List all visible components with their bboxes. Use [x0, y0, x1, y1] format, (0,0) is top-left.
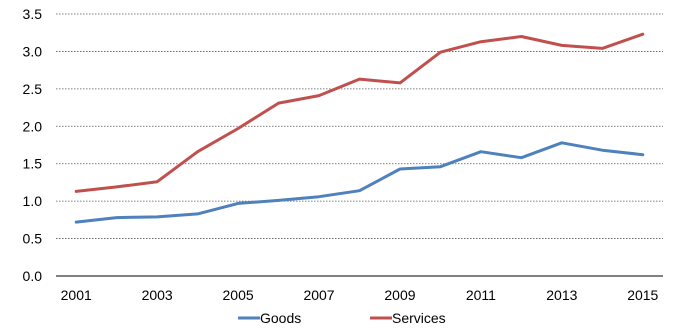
y-tick-label: 2.0 — [23, 118, 43, 134]
y-tick-label: 2.5 — [23, 81, 43, 97]
y-tick-label: 1.0 — [23, 193, 43, 209]
y-axis-ticks: 0.0 0.5 1.0 1.5 2.0 2.5 3.0 3.5 — [23, 6, 43, 284]
x-tick-label: 2007 — [303, 287, 334, 303]
series-lines — [74, 32, 645, 224]
series-line-goods — [74, 141, 645, 224]
x-tick-label: 2005 — [223, 287, 254, 303]
x-axis-ticks: 2001 2003 2005 2007 2009 2011 2013 2015 — [61, 287, 659, 303]
x-tick-label: 2011 — [466, 287, 496, 303]
y-tick-label: 3.5 — [23, 6, 43, 22]
x-tick-label: 2013 — [546, 287, 577, 303]
legend-label-goods: Goods — [260, 310, 301, 326]
legend-label-services: Services — [392, 310, 446, 326]
x-tick-label: 2009 — [384, 287, 415, 303]
y-tick-label: 0.5 — [23, 231, 43, 247]
y-tick-label: 0.0 — [23, 268, 43, 284]
y-tick-label: 1.5 — [23, 156, 43, 172]
gridlines — [56, 13, 663, 239]
y-tick-label: 3.0 — [23, 43, 43, 59]
x-tick-label: 2003 — [142, 287, 173, 303]
legend: Goods Services — [238, 310, 446, 326]
x-tick-label: 2001 — [61, 287, 92, 303]
series-line-services — [74, 32, 645, 193]
x-tick-label: 2015 — [627, 287, 658, 303]
